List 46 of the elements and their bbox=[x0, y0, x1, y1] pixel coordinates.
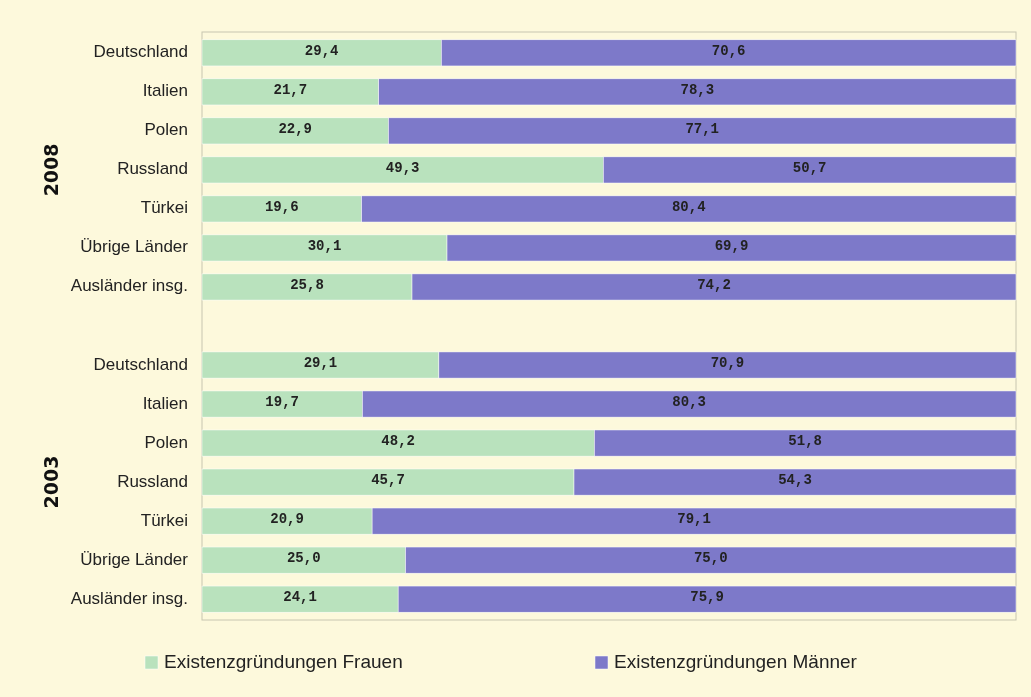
data-label: 51,8 bbox=[788, 432, 822, 449]
y-tick-label: Polen bbox=[144, 120, 188, 140]
text: 2003 bbox=[39, 455, 62, 509]
y-tick-label: Türkei bbox=[140, 198, 188, 218]
data-label: 29,4 bbox=[304, 42, 339, 59]
data-label: 21,7 bbox=[273, 81, 308, 98]
data-label: 75,9 bbox=[690, 588, 724, 605]
data-label: 74,2 bbox=[697, 276, 731, 293]
y-tick-label: Polen bbox=[144, 432, 188, 452]
data-label: 69,9 bbox=[714, 237, 749, 254]
y-tick-label: Deutschland bbox=[93, 354, 188, 374]
data-label: 79,1 bbox=[677, 510, 711, 527]
data-label: 19,7 bbox=[265, 393, 299, 410]
y-tick-label: Übrige Länder bbox=[80, 237, 189, 257]
data-label: 45,7 bbox=[371, 471, 405, 488]
data-label: 25,0 bbox=[286, 549, 321, 566]
data-label: 77,1 bbox=[685, 120, 720, 137]
y-tick-label: Russland bbox=[117, 159, 188, 179]
data-label: 49,3 bbox=[385, 159, 420, 176]
y-tick-label: Deutschland bbox=[93, 42, 188, 62]
data-label: 80,3 bbox=[672, 393, 706, 410]
y-tick-label: Italien bbox=[142, 81, 188, 101]
data-label: 30,1 bbox=[307, 237, 342, 254]
legend-label: Existenzgründungen Männer bbox=[614, 651, 858, 673]
data-label: 19,6 bbox=[264, 198, 299, 215]
data-label: 48,2 bbox=[381, 432, 415, 449]
data-label: 29,1 bbox=[303, 354, 338, 371]
data-label: 22,9 bbox=[278, 120, 313, 137]
data-label: 50,7 bbox=[792, 159, 827, 176]
data-label: 20,9 bbox=[270, 510, 304, 527]
data-label: 80,4 bbox=[671, 198, 706, 215]
data-label: 54,3 bbox=[778, 471, 812, 488]
y-tick-label: Ausländer insg. bbox=[70, 276, 188, 296]
y-tick-label: Italien bbox=[142, 393, 188, 413]
legend-label: Existenzgründungen Frauen bbox=[164, 651, 403, 673]
y-tick-label: Übrige Länder bbox=[80, 549, 189, 569]
text: 2008 bbox=[39, 143, 62, 197]
y-tick-label: Türkei bbox=[140, 510, 188, 530]
data-label: 78,3 bbox=[680, 81, 715, 98]
data-label: 25,8 bbox=[290, 276, 324, 293]
data-label: 70,6 bbox=[711, 42, 746, 59]
y-tick-label: Ausländer insg. bbox=[70, 588, 188, 608]
data-label: 70,9 bbox=[710, 354, 745, 371]
data-label: 75,0 bbox=[693, 549, 728, 566]
data-label: 24,1 bbox=[283, 588, 317, 605]
y-tick-label: Russland bbox=[117, 471, 188, 491]
